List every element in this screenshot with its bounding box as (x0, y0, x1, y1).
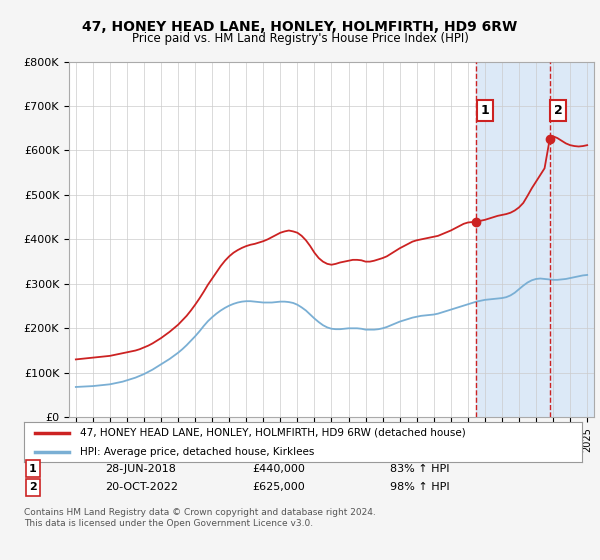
Text: Contains HM Land Registry data © Crown copyright and database right 2024.
This d: Contains HM Land Registry data © Crown c… (24, 508, 376, 528)
Bar (476, 62, 550, 417)
Bar (550, 62, 594, 417)
Text: Price paid vs. HM Land Registry's House Price Index (HPI): Price paid vs. HM Land Registry's House … (131, 32, 469, 45)
Text: £440,000: £440,000 (252, 464, 305, 474)
Text: 83% ↑ HPI: 83% ↑ HPI (390, 464, 449, 474)
Text: HPI: Average price, detached house, Kirklees: HPI: Average price, detached house, Kirk… (80, 447, 314, 458)
Text: 1: 1 (29, 464, 37, 474)
Text: 47, HONEY HEAD LANE, HONLEY, HOLMFIRTH, HD9 6RW: 47, HONEY HEAD LANE, HONLEY, HOLMFIRTH, … (82, 20, 518, 34)
Text: 28-JUN-2018: 28-JUN-2018 (105, 464, 176, 474)
Text: £625,000: £625,000 (252, 482, 305, 492)
Text: 1: 1 (481, 104, 489, 117)
Text: 2: 2 (554, 104, 563, 117)
Text: 2: 2 (29, 482, 37, 492)
Text: 47, HONEY HEAD LANE, HONLEY, HOLMFIRTH, HD9 6RW (detached house): 47, HONEY HEAD LANE, HONLEY, HOLMFIRTH, … (80, 428, 466, 438)
Text: 20-OCT-2022: 20-OCT-2022 (105, 482, 178, 492)
Text: 98% ↑ HPI: 98% ↑ HPI (390, 482, 449, 492)
